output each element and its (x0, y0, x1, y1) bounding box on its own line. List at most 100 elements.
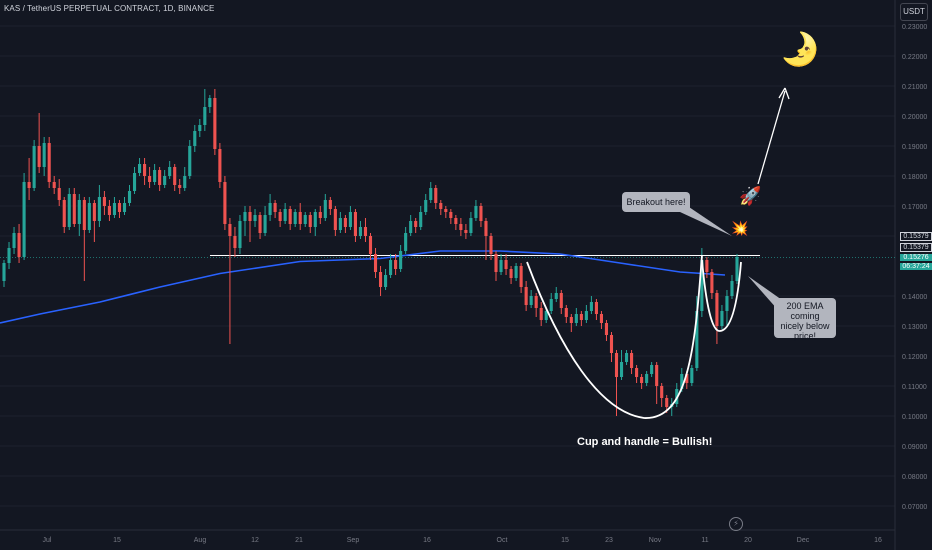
candle-body (353, 212, 357, 236)
candle-body (97, 197, 101, 221)
moon-icon: 🌛 (780, 31, 820, 67)
candle-body (243, 212, 247, 221)
x-tick-label: 12 (251, 537, 259, 544)
symbol-header: KAS / TetherUS PERPETUAL CONTRACT, 1D, B… (4, 4, 215, 13)
candle-body (278, 212, 282, 221)
candle-body (509, 269, 513, 278)
candle-body (42, 143, 46, 167)
candle-body (378, 272, 383, 287)
x-tick-label: 20 (744, 537, 752, 544)
candle-body (459, 224, 463, 230)
candle-body (137, 164, 142, 173)
candle-body (77, 200, 81, 224)
x-tick-label: Nov (649, 537, 662, 544)
x-tick-label: Oct (497, 537, 508, 544)
candle-body (122, 203, 127, 212)
candle-body (7, 248, 11, 263)
currency-selector[interactable]: USDT (900, 3, 928, 21)
candle-body (384, 275, 388, 287)
candle-body (554, 293, 558, 299)
candle-body (168, 167, 172, 176)
candle-body (594, 302, 598, 314)
candle-body (725, 296, 729, 311)
x-tick-label: 15 (561, 537, 569, 544)
y-tick-label: 0.10000 (902, 414, 927, 421)
candle-body (132, 173, 137, 191)
ema-callout: 200 EMA coming nicely below price! (774, 298, 836, 341)
moon-arrow (757, 90, 786, 185)
lightning-icon[interactable]: ⚡ (729, 517, 743, 531)
cup-curve (526, 254, 703, 419)
candle-body (574, 314, 578, 323)
price-label-line: 0.15379 (900, 243, 932, 252)
candle-body (223, 182, 227, 224)
candle-body (298, 212, 302, 224)
candle-body (655, 365, 659, 386)
candle-body (338, 218, 342, 230)
candle-body (248, 212, 252, 221)
price-label-high: 0.15379 (900, 232, 932, 241)
candle-body (685, 374, 689, 383)
candle-body (534, 296, 538, 308)
candle-body (178, 185, 182, 188)
candle-body (735, 257, 739, 281)
ema-callout-text: 200 EMA coming nicely below price! (780, 301, 830, 341)
ema-pointer (748, 276, 782, 310)
candle-body (127, 191, 132, 203)
candle-body (589, 302, 593, 311)
candle-body (519, 266, 523, 287)
candle-body (253, 215, 257, 221)
y-tick-label: 0.19000 (902, 144, 927, 151)
candle-body (283, 209, 287, 221)
rocket-icon: 🚀 (739, 186, 762, 206)
y-tick-label: 0.14000 (902, 294, 927, 301)
candle-body (313, 212, 317, 227)
candle-body (559, 293, 563, 308)
candle-body (499, 260, 503, 272)
x-tick-label: 15 (113, 537, 121, 544)
candle-body (328, 200, 332, 209)
candle-body (258, 215, 262, 233)
candle-body (213, 98, 217, 149)
candle-body (474, 206, 478, 218)
y-tick-label: 0.07000 (902, 504, 927, 511)
candle-body (82, 200, 86, 230)
candle-body (584, 311, 588, 320)
candle-body (318, 212, 322, 218)
candle-body (373, 254, 378, 272)
candle-body (92, 203, 96, 221)
candle-body (153, 170, 157, 182)
candle-body (52, 182, 56, 188)
candle-body (62, 200, 66, 227)
x-tick-label: Aug (194, 537, 207, 544)
breakout-pointer (680, 205, 732, 236)
candle-body (569, 317, 573, 323)
candle-body (444, 209, 448, 212)
y-tick-label: 0.13000 (902, 324, 927, 331)
candle-body (624, 353, 629, 362)
candle-body (635, 368, 639, 377)
candle-body (424, 200, 428, 212)
countdown-label: 06:37:24 (900, 263, 932, 270)
candle-body (72, 194, 76, 224)
candle-body (720, 311, 724, 326)
y-tick-label: 0.21000 (902, 84, 927, 91)
x-tick-label: 16 (423, 537, 431, 544)
candle-body (333, 209, 337, 230)
candle-body (198, 125, 202, 131)
candle-body (67, 194, 71, 227)
candle-body (449, 212, 453, 218)
candle-body (163, 176, 167, 185)
candle-body (665, 398, 669, 407)
candle-body (238, 221, 242, 248)
y-tick-label: 0.20000 (902, 114, 927, 121)
candle-body (730, 281, 734, 296)
candle-body (173, 167, 177, 185)
candle-body (695, 311, 699, 368)
candle-body (148, 176, 152, 182)
candle-body (484, 221, 488, 236)
candle-body (228, 224, 232, 236)
candle-body (143, 164, 147, 176)
